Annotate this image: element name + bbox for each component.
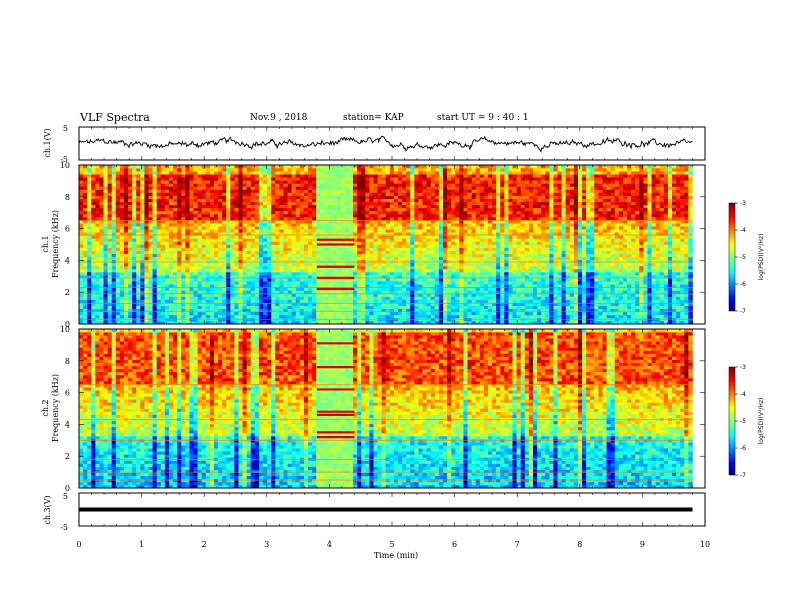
ch1-colorbar-label: log(PSD)(V²/Hz) [758, 234, 765, 281]
ch1-freq-tick-10: 10 [60, 161, 70, 170]
ch1-ytick-top: 5 [63, 124, 68, 133]
ch1-frequency-ylabel: Frequency (kHz) [51, 210, 60, 278]
ch2-colorbar-ticks: -3 -4 -5 -6 -7 [735, 364, 746, 479]
ch1-waveform-ylabel: ch.1(V) [43, 128, 52, 157]
ch1-freq-tick-8: 8 [65, 193, 70, 202]
ch2-freq-tick-6: 6 [65, 389, 70, 398]
ch1-colorbar-tick--5: -5 [740, 254, 746, 261]
ch1-freq-tick-6: 6 [65, 225, 70, 234]
ch2-colorbar-label: log(PSD)(V²/Hz) [758, 398, 765, 445]
ch1-spectrogram-image [79, 165, 693, 325]
time-tick-4: 4 [327, 540, 332, 549]
ch2-channel-label: ch.2 [41, 399, 50, 416]
time-axis-tick-labels: 0 1 2 3 4 5 6 7 8 9 10 [76, 540, 710, 549]
time-tick-2: 2 [202, 540, 207, 549]
ch3-ytick-top: 5 [63, 492, 68, 501]
ch2-freq-tick-2: 2 [65, 452, 70, 461]
ch2-spectrogram-panel: 0 2 4 6 8 10 ch.2 Frequency (kHz) [41, 325, 706, 493]
ch1-freq-tick-2: 2 [65, 288, 70, 297]
time-tick-3: 3 [264, 540, 269, 549]
ch3-ytick-bottom: -5 [60, 523, 68, 532]
time-tick-10: 10 [700, 540, 710, 549]
ch2-colorbar-tick--7: -7 [740, 472, 746, 479]
ch1-colorbar: -3 -4 -5 -6 -7 log(PSD)(V²/Hz) [728, 200, 765, 315]
ch1-colorbar-gradient [728, 202, 736, 312]
ch1-channel-label: ch.1 [41, 235, 50, 252]
time-tick-7: 7 [515, 540, 520, 549]
time-tick-8: 8 [577, 540, 582, 549]
ch1-colorbar-tick--7: -7 [740, 308, 746, 315]
ch1-colorbar-tick--3: -3 [740, 200, 746, 207]
ch2-spectrogram-ticks: 0 2 4 6 8 10 [60, 325, 706, 493]
ch1-waveform-ticks [78, 127, 706, 160]
ch2-freq-tick-8: 8 [65, 357, 70, 366]
time-axis-label: Time (min) [374, 551, 418, 560]
ch1-colorbar-tick--4: -4 [740, 227, 746, 234]
ch2-colorbar-tick--5: -5 [740, 418, 746, 425]
station-label: station= KAP [343, 113, 404, 123]
ch2-colorbar-tick--3: -3 [740, 364, 746, 371]
ch2-freq-tick-0: 0 [65, 484, 70, 493]
date-label: Nov.9 , 2018 [250, 113, 308, 123]
time-tick-0: 0 [76, 540, 81, 549]
time-tick-9: 9 [640, 540, 645, 549]
plot-title: VLF Spectra [80, 111, 150, 124]
ch2-colorbar-tick--4: -4 [740, 391, 746, 398]
ch1-waveform-panel: 5 -5 ch.1(V) [43, 124, 706, 164]
ch1-freq-tick-4: 4 [65, 256, 70, 265]
ch2-spectrogram-image [79, 329, 693, 489]
time-tick-5: 5 [389, 540, 394, 549]
ch2-frequency-ylabel: Frequency (kHz) [51, 374, 60, 442]
ch1-ytick-bottom: -5 [60, 155, 68, 164]
ch2-colorbar: -3 -4 -5 -6 -7 log(PSD)(V²/Hz) [728, 364, 765, 479]
ch1-waveform-trace [78, 135, 693, 153]
ch2-colorbar-gradient [728, 366, 736, 476]
ch1-spectrogram-panel: 0 2 4 6 8 10 ch.1 Frequency (kHz) [41, 161, 706, 329]
ch3-waveform-panel: 5 -5 ch.3(V) [43, 492, 706, 532]
ch1-colorbar-ticks: -3 -4 -5 -6 -7 [735, 200, 746, 315]
time-tick-6: 6 [452, 540, 457, 549]
ch1-colorbar-tick--6: -6 [740, 281, 746, 288]
time-tick-1: 1 [139, 540, 144, 549]
start-time-label: start UT = 9 : 40 : 1 [437, 113, 529, 123]
ch2-freq-tick-4: 4 [65, 420, 70, 429]
ch2-colorbar-tick--6: -6 [740, 445, 746, 452]
ch1-spectrogram-ticks: 0 2 4 6 8 10 [60, 161, 706, 329]
ch1-freq-tick-0: 0 [65, 320, 70, 329]
ch3-waveform-ylabel: ch.3(V) [43, 495, 52, 524]
ch3-waveform-ticks [78, 493, 706, 526]
ch2-freq-tick-10: 10 [60, 325, 70, 334]
